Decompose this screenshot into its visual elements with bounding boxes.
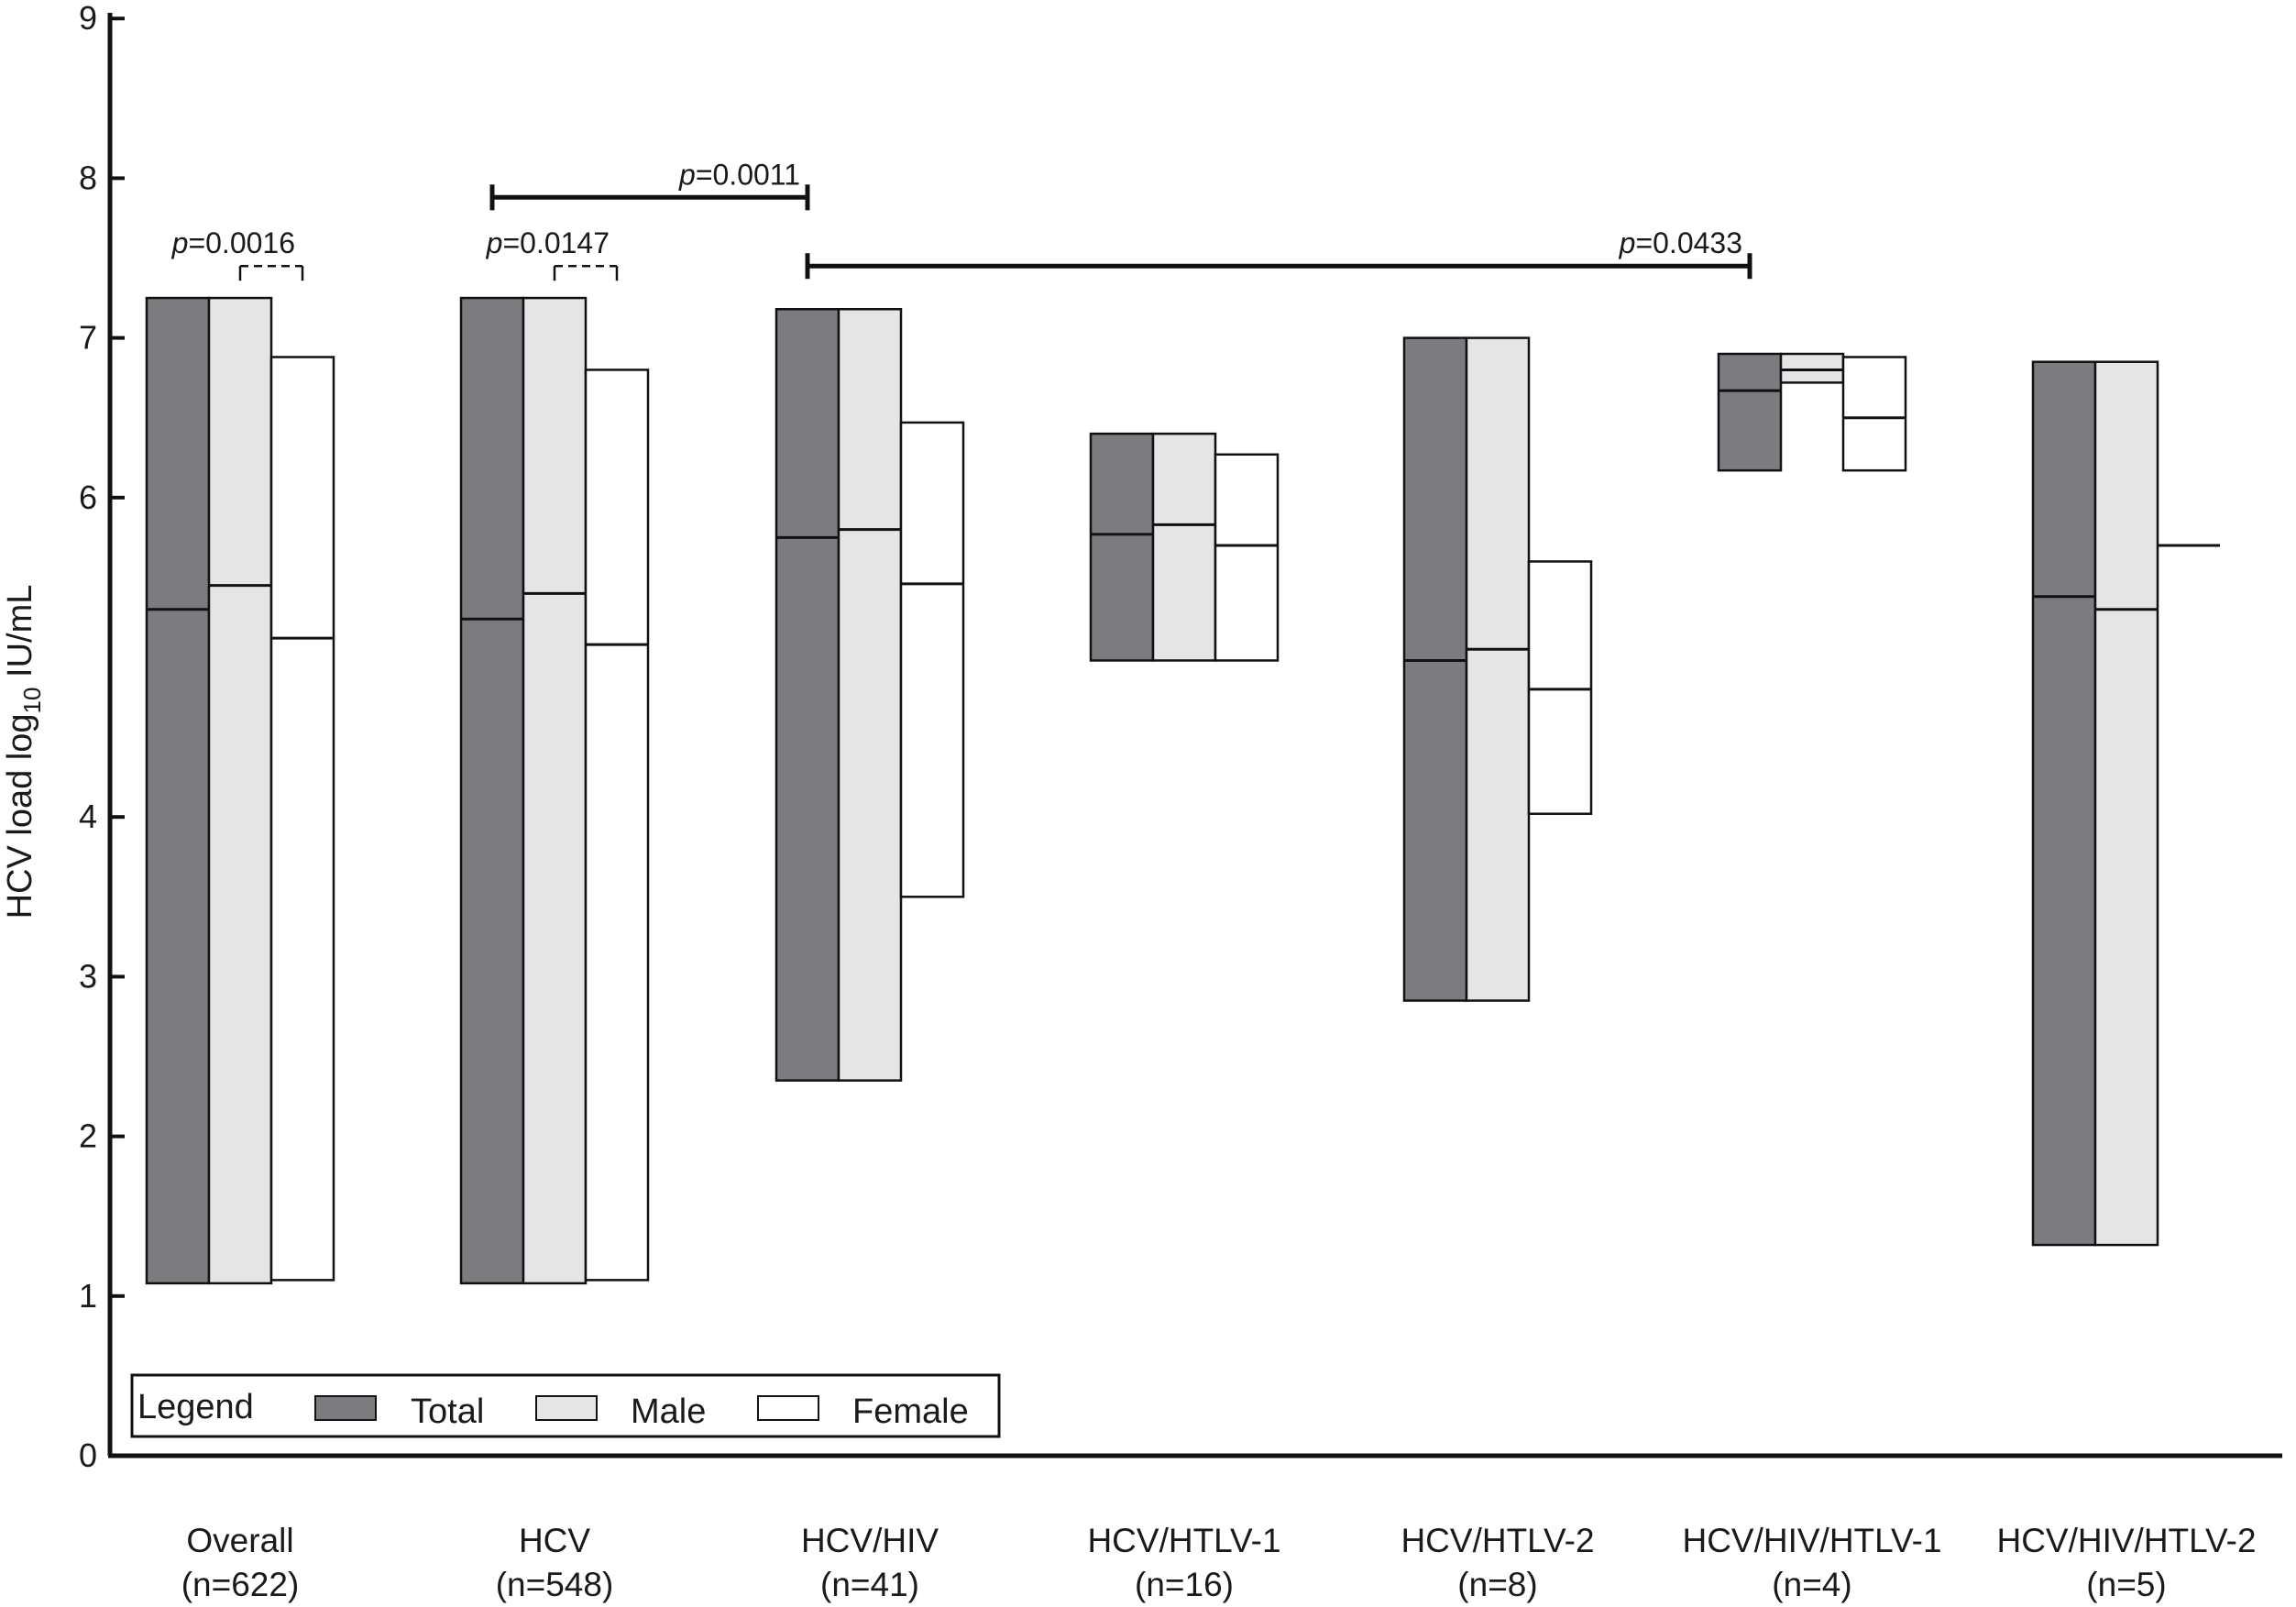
comparison-bracket: p=0.0011 xyxy=(489,158,810,211)
bar-hcv-hiv-htlv-2-male xyxy=(2093,360,2159,1247)
comparison-bracket: p=0.0147 xyxy=(486,226,619,281)
category-labels: Overall (n=622) HCV (n=548) HCV/HIV (n=41) HCV… xyxy=(181,1522,2257,1603)
bar-hcv-htlv-1-male xyxy=(1151,432,1217,662)
legend-label-total: Total xyxy=(411,1392,484,1431)
bar-hcv-htlv-2-female xyxy=(1527,560,1593,815)
bar-hcv-hiv-htlv-1-male xyxy=(1779,352,1845,384)
bar-overall-male xyxy=(207,296,273,1285)
category-n-label: (n=5) xyxy=(2086,1566,2166,1603)
category-n-label: (n=8) xyxy=(1457,1566,1537,1603)
legend-label-female: Female xyxy=(852,1392,969,1431)
category-label: HCV/HIV xyxy=(801,1522,939,1559)
y-tick-label: 1 xyxy=(79,1277,97,1315)
category-n-label: (n=16) xyxy=(1135,1566,1234,1603)
axes: 0 1 2 3 4 6 7 8 9 HCV load log10 IU/mL xyxy=(1,0,2282,1474)
p-value-label: p=0.0016 xyxy=(171,226,295,259)
bar-hcv-htlv-1-female xyxy=(1214,453,1280,662)
category-label: HCV xyxy=(519,1522,590,1559)
bar-overall-total xyxy=(145,296,211,1285)
y-tick-label: 3 xyxy=(79,957,97,995)
bar-hcv-hiv-total xyxy=(774,307,840,1082)
category-n-label: (n=41) xyxy=(820,1566,919,1603)
category-label: HCV/HTLV-2 xyxy=(1401,1522,1594,1559)
bar-hcv-hiv-htlv-1-total xyxy=(1717,352,1783,472)
y-tick-label: 7 xyxy=(79,319,97,357)
y-tick-label: 2 xyxy=(79,1117,97,1155)
y-tick-label: 8 xyxy=(79,159,97,196)
bar-hcv-htlv-2-male xyxy=(1465,336,1531,1002)
y-axis-label: HCV load log10 IU/mL xyxy=(1,585,46,919)
bar-hcv-male xyxy=(522,296,588,1285)
y-tick-label: 9 xyxy=(79,0,97,37)
legend: Legend Total Male Female xyxy=(130,1373,1001,1438)
category-n-label: (n=4) xyxy=(1772,1566,1851,1603)
legend-swatch-female xyxy=(757,1395,819,1421)
p-value-label: p=0.0147 xyxy=(486,226,610,259)
bar-hcv-hiv-male xyxy=(837,307,903,1082)
legend-box xyxy=(130,1373,1001,1438)
category-label: Overall xyxy=(186,1522,293,1559)
category-label: HCV/HIV/HTLV-1 xyxy=(1682,1522,1941,1559)
category-label: HCV/HTLV-1 xyxy=(1087,1522,1280,1559)
bar-hcv-female xyxy=(584,369,650,1282)
p-value-label: p=0.0011 xyxy=(678,158,800,191)
category-n-label: (n=548) xyxy=(496,1566,614,1603)
legend-title: Legend xyxy=(137,1388,254,1426)
y-tick-label: 4 xyxy=(79,798,97,835)
y-tick-label: 0 xyxy=(79,1436,97,1474)
bar-overall-female xyxy=(269,356,335,1282)
category-label: HCV/HIV/HTLV-2 xyxy=(1996,1522,2256,1559)
bar-hcv-hiv-female xyxy=(899,421,965,898)
comparison-bracket: p=0.0433 xyxy=(805,226,1752,280)
bars-layer xyxy=(145,296,2220,1285)
legend-swatch-total xyxy=(314,1395,377,1421)
category-n-label: (n=622) xyxy=(181,1566,300,1603)
legend-label-male: Male xyxy=(631,1392,706,1431)
bar-hcv-hiv-htlv-2-total xyxy=(2031,360,2097,1247)
bar-hcv-htlv-1-total xyxy=(1089,432,1155,662)
bar-hcv-htlv-2-total xyxy=(1402,336,1468,1002)
bar-hcv-hiv-htlv-1-female xyxy=(1841,356,1907,472)
bar-hcv-total xyxy=(459,296,525,1285)
y-tick-label: 6 xyxy=(79,479,97,516)
significance-layer: p=0.0016 p=0.0147 p=0.0011 p=0.0433 xyxy=(171,158,1752,281)
p-value-label: p=0.0433 xyxy=(1619,226,1742,259)
comparison-bracket: p=0.0016 xyxy=(171,226,304,281)
legend-swatch-male xyxy=(535,1395,598,1421)
